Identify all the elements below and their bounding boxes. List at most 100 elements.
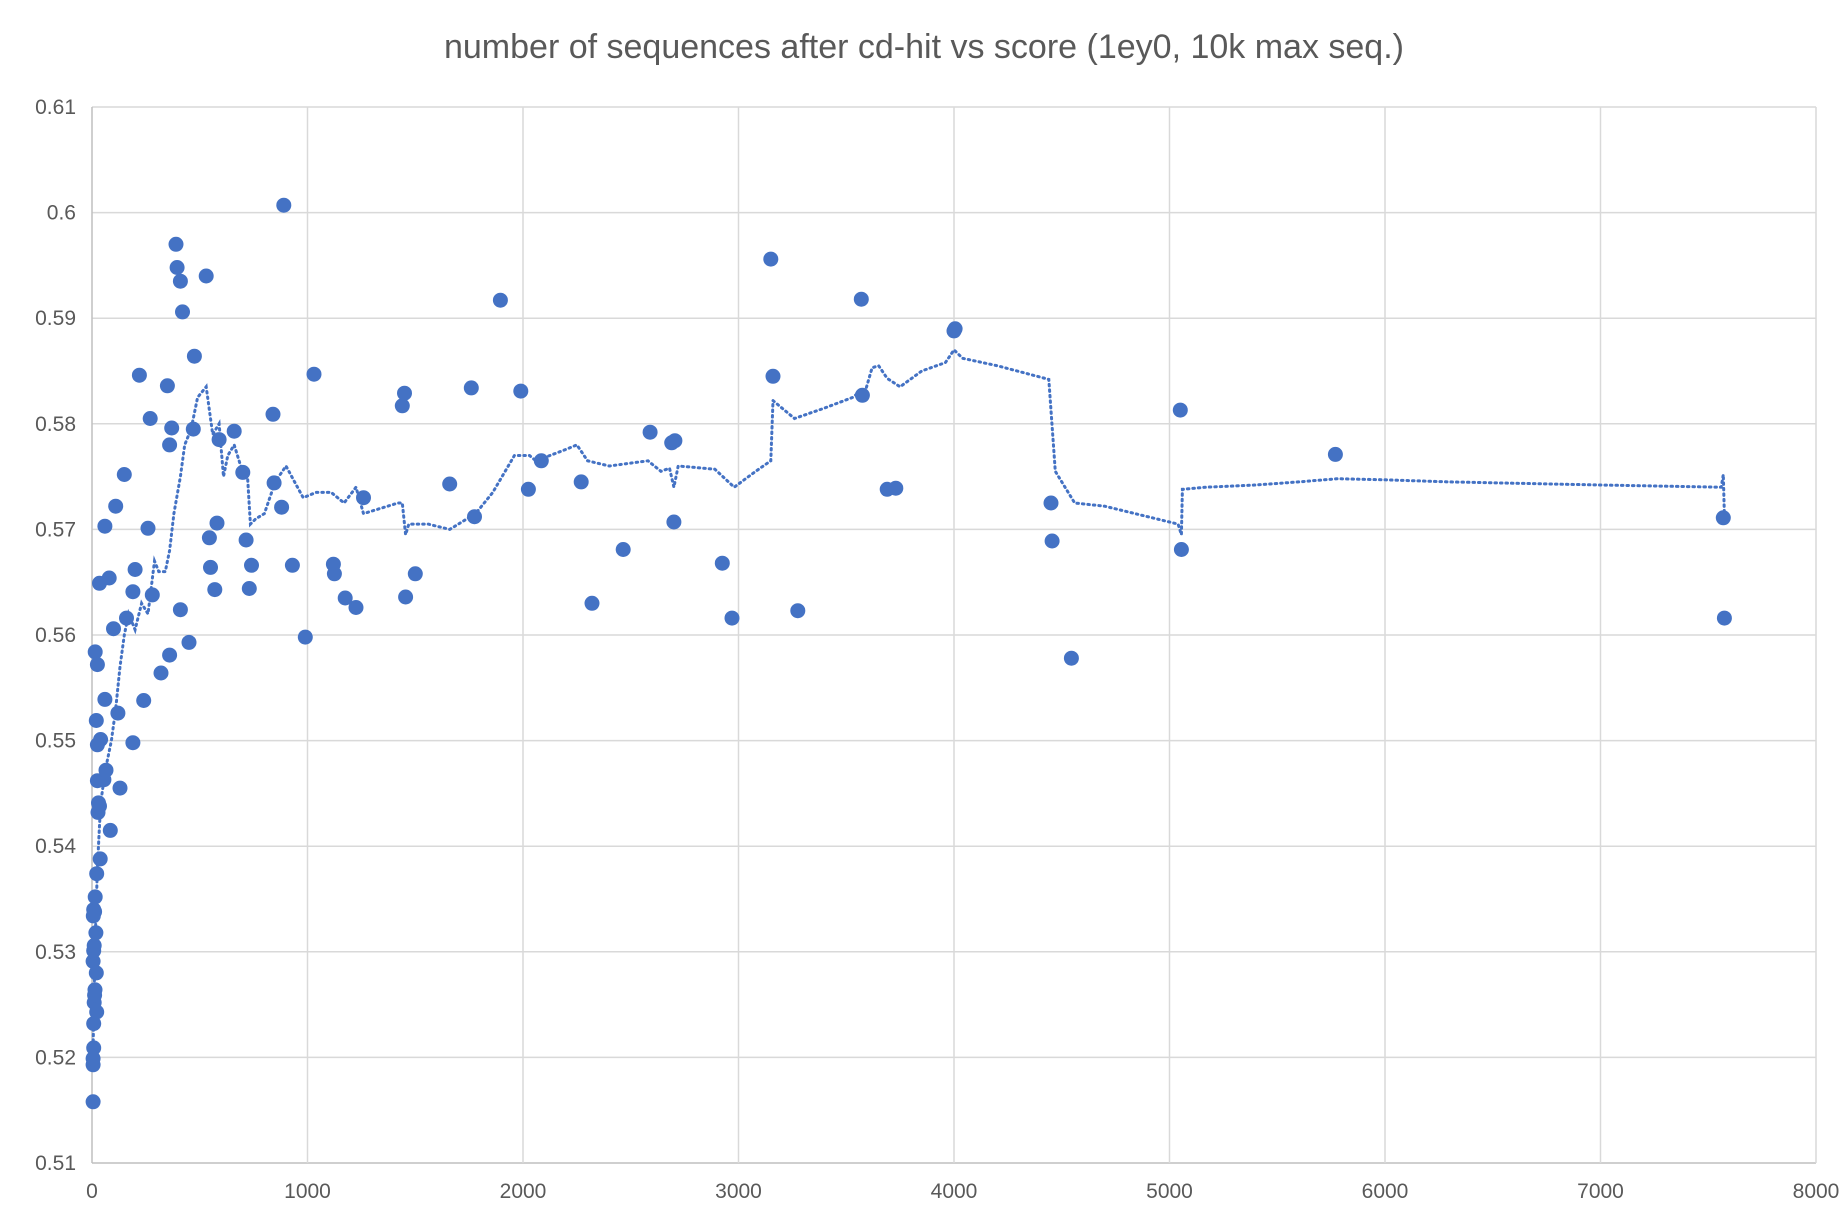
data-point <box>88 713 104 728</box>
data-point <box>642 424 658 440</box>
data-point <box>102 822 118 838</box>
data-point <box>172 602 188 618</box>
data-point <box>763 251 779 267</box>
grid-lines <box>91 106 1817 1164</box>
data-point <box>97 691 113 707</box>
data-point <box>306 366 322 382</box>
data-point <box>125 584 141 600</box>
data-point <box>119 610 134 626</box>
data-point <box>266 475 282 491</box>
data-point <box>573 474 589 490</box>
y-tick-label: 0.56 <box>35 624 76 647</box>
y-tick-label: 0.51 <box>35 1152 76 1175</box>
data-point <box>265 406 281 422</box>
data-point <box>85 953 101 969</box>
data-point <box>492 292 508 308</box>
data-point <box>284 557 300 573</box>
data-point <box>1172 402 1188 418</box>
data-point <box>467 509 482 525</box>
y-tick-label: 0.57 <box>35 518 76 541</box>
data-point <box>241 581 257 596</box>
data-point <box>164 420 180 436</box>
data-point <box>98 762 114 778</box>
data-point <box>853 291 869 307</box>
data-point <box>513 383 529 399</box>
data-point <box>463 380 479 396</box>
data-point <box>244 557 259 573</box>
data-point <box>1173 542 1189 557</box>
data-point <box>186 348 202 364</box>
data-point <box>92 798 107 814</box>
data-point <box>116 467 132 482</box>
data-point <box>92 851 108 867</box>
data-point <box>238 532 254 548</box>
data-point <box>198 268 214 284</box>
data-point <box>87 889 103 905</box>
data-point <box>1044 533 1060 549</box>
data-point <box>127 562 143 577</box>
data-point <box>86 938 102 953</box>
data-point <box>615 542 631 557</box>
data-point <box>168 236 184 252</box>
data-point <box>397 385 412 401</box>
data-point <box>394 398 410 414</box>
data-point <box>169 260 185 275</box>
data-point <box>175 304 190 320</box>
data-point <box>442 476 458 492</box>
y-tick-label: 0.55 <box>35 730 76 753</box>
data-point <box>108 498 124 514</box>
data-point <box>162 437 178 453</box>
y-tick-label: 0.58 <box>35 413 76 436</box>
data-point <box>1715 510 1731 526</box>
data-point <box>203 559 218 575</box>
data-point <box>85 1051 101 1066</box>
data-point <box>326 566 342 582</box>
data-point <box>101 570 117 586</box>
y-tick-label: 0.6 <box>47 202 76 225</box>
y-tick-label: 0.54 <box>35 835 76 858</box>
data-point <box>87 982 103 998</box>
data-point <box>89 657 105 673</box>
data-point <box>159 378 175 394</box>
data-point <box>87 904 103 920</box>
chart-title: number of sequences after cd-hit vs scor… <box>444 28 1404 66</box>
x-tick-label: 0 <box>86 1180 98 1203</box>
x-tick-label: 8000 <box>1793 1180 1840 1203</box>
data-point <box>88 965 104 981</box>
data-point <box>85 1094 101 1110</box>
data-point <box>520 481 536 497</box>
data-point <box>112 780 128 796</box>
data-point <box>666 514 682 530</box>
data-point <box>153 665 169 681</box>
data-point <box>87 644 103 660</box>
trendline-path <box>91 347 1726 1049</box>
data-point <box>144 587 160 603</box>
data-point <box>110 705 126 721</box>
data-point <box>276 197 292 213</box>
y-tick-label: 0.59 <box>35 307 76 330</box>
data-point <box>86 1016 102 1032</box>
data-point <box>765 368 781 384</box>
data-point <box>1327 446 1343 462</box>
data-point <box>211 432 227 448</box>
y-tick-label: 0.53 <box>35 941 76 964</box>
data-point <box>136 693 152 708</box>
data-point <box>714 555 730 571</box>
x-tick-label: 2000 <box>500 1180 547 1203</box>
data-points <box>85 197 1732 1110</box>
data-point <box>348 600 364 615</box>
x-tick-label: 7000 <box>1577 1180 1624 1203</box>
data-point <box>172 273 188 289</box>
y-tick-label: 0.52 <box>35 1046 76 1069</box>
data-point <box>89 866 105 882</box>
data-point <box>106 621 121 637</box>
data-point <box>667 433 683 449</box>
data-point <box>356 490 371 506</box>
data-point <box>86 1040 102 1056</box>
data-point <box>207 582 223 598</box>
x-tick-label: 3000 <box>715 1180 762 1203</box>
data-point <box>140 520 156 536</box>
data-point <box>88 925 104 941</box>
